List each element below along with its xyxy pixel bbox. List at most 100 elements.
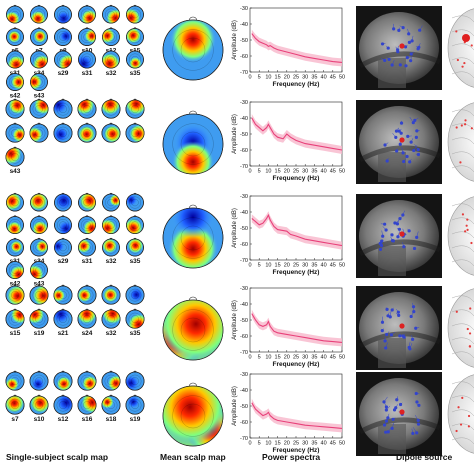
power-spectrum-chart: 0 5 10 15 20 25 30 35 40 45 50 -30 -40 -50 -60 -70 Frequ… <box>232 372 345 454</box>
glass-dipole-point <box>461 396 464 399</box>
dipole-vector <box>402 210 405 216</box>
subject-scalp-map <box>5 370 25 391</box>
dipole-vector <box>385 307 388 310</box>
subject-scalp-map <box>29 122 49 143</box>
subject-label: s21 <box>58 330 69 337</box>
dipole-vector <box>397 231 400 237</box>
x-tick-label: 20 <box>284 355 290 361</box>
dipole-vector <box>400 402 403 405</box>
subject-scalp-map <box>5 98 25 119</box>
glass-dipole-point <box>460 124 463 127</box>
plot-frame <box>249 101 343 167</box>
glass-dipole-point <box>468 332 472 335</box>
dipole-vector <box>380 58 385 61</box>
glass-dipole-point <box>459 161 462 164</box>
x-tick-label: 40 <box>321 441 327 447</box>
x-tick-label: 40 <box>321 75 327 81</box>
dipole-vector <box>407 228 410 231</box>
subject-scalp-map <box>126 237 144 257</box>
x-tick-label: 50 <box>339 169 345 175</box>
title-mean-scalp: Mean scalp map <box>160 452 226 462</box>
x-tick-label: 30 <box>302 169 308 175</box>
y-tick-label: -60 <box>240 54 248 60</box>
subject-scalp-map <box>5 122 25 143</box>
x-tick-label: 5 <box>258 441 261 447</box>
subject-label: s32 <box>106 70 117 77</box>
subject-scalp-map <box>29 370 49 391</box>
x-tick-label: 40 <box>321 263 327 269</box>
dipole-vector <box>387 312 390 316</box>
x-tick-label: 25 <box>293 263 299 269</box>
subject-scalp-map <box>126 215 144 234</box>
y-tick-label: -60 <box>240 148 248 154</box>
mean-scalp-map <box>162 382 224 447</box>
x-tick-label: 5 <box>258 169 261 175</box>
dipole-vector <box>410 138 414 143</box>
subject-label: s19 <box>130 416 141 423</box>
x-tick-label: 30 <box>302 441 308 447</box>
single-subject-maps: s5s7s8s10s12s15s21s24s29s31s32s35s42s43 <box>6 4 144 100</box>
x-tick-label: 50 <box>339 355 345 361</box>
dipole-vector <box>412 427 417 434</box>
y-tick-label: -30 <box>240 6 248 12</box>
single-subject-maps: s7 s10 s12 s16 s18 s19 <box>5 370 145 423</box>
y-tick-label: -40 <box>240 210 248 216</box>
y-tick-label: -50 <box>240 404 248 410</box>
glass-dipole-point <box>470 127 473 130</box>
dipole-vector <box>399 63 401 66</box>
glass-brain-outline <box>447 102 474 182</box>
dipole-vector <box>386 57 390 60</box>
subject-scalp-map <box>101 370 121 391</box>
y-tick-label: -60 <box>240 334 248 340</box>
subject-scalp-map <box>101 394 121 415</box>
subject-scalp-map <box>6 49 24 69</box>
subject-scalp-map <box>77 284 97 305</box>
x-tick-label: 20 <box>284 169 290 175</box>
glass-brain-gyrus <box>451 323 474 331</box>
dipole-vector <box>416 130 420 132</box>
x-axis-label: Frequency (Hz) <box>273 175 320 182</box>
glass-dipole-point <box>467 425 470 428</box>
spectrum-line <box>251 313 343 343</box>
subject-scalp-map <box>77 308 97 329</box>
subject-label: s42 <box>10 281 21 288</box>
spectrum-line <box>251 402 343 429</box>
subject-scalp-map <box>78 27 96 46</box>
mri-fold <box>358 145 442 163</box>
dipole-vector <box>391 331 396 336</box>
glass-brain-gyrus <box>451 245 474 253</box>
spectrum-band <box>251 29 342 67</box>
y-tick-label: -40 <box>240 22 248 28</box>
glass-brain-gyrus <box>451 15 474 23</box>
subject-scalp-map <box>6 72 24 91</box>
mri-brainstem <box>378 152 406 182</box>
subject-scalp-map <box>77 370 97 391</box>
dipole-vector <box>385 45 389 49</box>
title-dipole-source: Dipole source <box>396 452 453 462</box>
glass-brain-gyrus <box>451 409 474 417</box>
dipole-vector <box>394 220 399 224</box>
mri-fold <box>358 417 442 435</box>
x-axis-label: Frequency (Hz) <box>273 447 320 454</box>
y-tick-label: -50 <box>240 226 248 232</box>
x-tick-label: 15 <box>275 75 281 81</box>
subject-scalp-map <box>102 27 120 46</box>
x-tick-label: 35 <box>311 355 317 361</box>
subject-scalp-map <box>53 370 73 391</box>
glass-dipole-point <box>455 429 458 433</box>
subject-label: s31 <box>82 70 93 77</box>
x-axis-label: Frequency (Hz) <box>273 81 320 88</box>
glass-brain-outline <box>447 374 474 454</box>
dipole-vector <box>416 404 420 406</box>
subject-scalp-map <box>54 215 72 234</box>
dipole-vector <box>387 428 391 433</box>
x-tick-label: 50 <box>339 263 345 269</box>
subject-scalp-map <box>78 4 96 24</box>
subject-scalp-map <box>29 308 49 329</box>
x-axis-label: Frequency (Hz) <box>273 361 320 368</box>
dipole-vector <box>414 144 419 150</box>
dipole-vector <box>395 404 398 408</box>
subject-scalp-map <box>78 192 96 212</box>
spectrum-band <box>251 398 342 433</box>
